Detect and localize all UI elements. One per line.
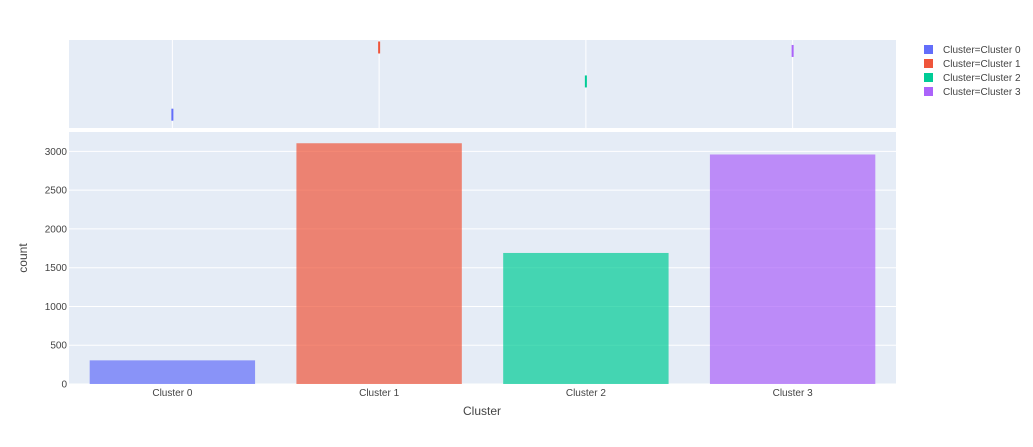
x-tick-label: Cluster 0 <box>152 388 192 399</box>
legend-label: Cluster=Cluster 0 <box>943 45 1021 56</box>
x-tick-label: Cluster 1 <box>359 388 399 399</box>
legend-item[interactable]: Cluster=Cluster 3 <box>924 87 1021 98</box>
x-tick-label: Cluster 3 <box>773 388 813 399</box>
legend-item[interactable]: Cluster=Cluster 0 <box>924 45 1021 56</box>
bar-cluster-0 <box>89 360 256 384</box>
legend-swatch <box>924 87 933 96</box>
y-tick-label: 1000 <box>45 302 68 313</box>
legend-swatch <box>924 59 933 68</box>
legend-swatch <box>924 45 933 54</box>
y-axis-title: count <box>16 243 30 273</box>
y-tick-label: 2000 <box>45 224 68 235</box>
x-tick-label: Cluster 2 <box>566 388 606 399</box>
y-tick-label: 2500 <box>45 186 68 197</box>
y-tick-label: 500 <box>50 341 67 352</box>
legend-item[interactable]: Cluster=Cluster 1 <box>924 59 1021 70</box>
legend-label: Cluster=Cluster 1 <box>943 59 1021 70</box>
bar-cluster-1 <box>296 143 462 384</box>
y-tick-label: 1500 <box>45 263 68 274</box>
rug-plot-background <box>69 40 896 128</box>
x-tick-labels: Cluster 0 Cluster 1 Cluster 2 Cluster 3 <box>152 388 813 399</box>
bar-cluster-3 <box>709 154 876 384</box>
legend-label: Cluster=Cluster 2 <box>943 73 1021 84</box>
y-tick-label: 0 <box>61 380 67 391</box>
bars <box>89 143 876 384</box>
x-axis-title: Cluster <box>463 404 501 418</box>
legend: Cluster=Cluster 0 Cluster=Cluster 1 Cluste… <box>924 45 1021 98</box>
legend-item[interactable]: Cluster=Cluster 2 <box>924 73 1021 84</box>
rug-marks <box>171 41 794 121</box>
legend-swatch <box>924 73 933 82</box>
bar-cluster-2 <box>503 252 669 384</box>
y-tick-label: 3000 <box>45 147 68 158</box>
y-tick-labels: 0 500 1000 1500 2000 2500 3000 <box>45 147 68 391</box>
legend-label: Cluster=Cluster 3 <box>943 87 1021 98</box>
